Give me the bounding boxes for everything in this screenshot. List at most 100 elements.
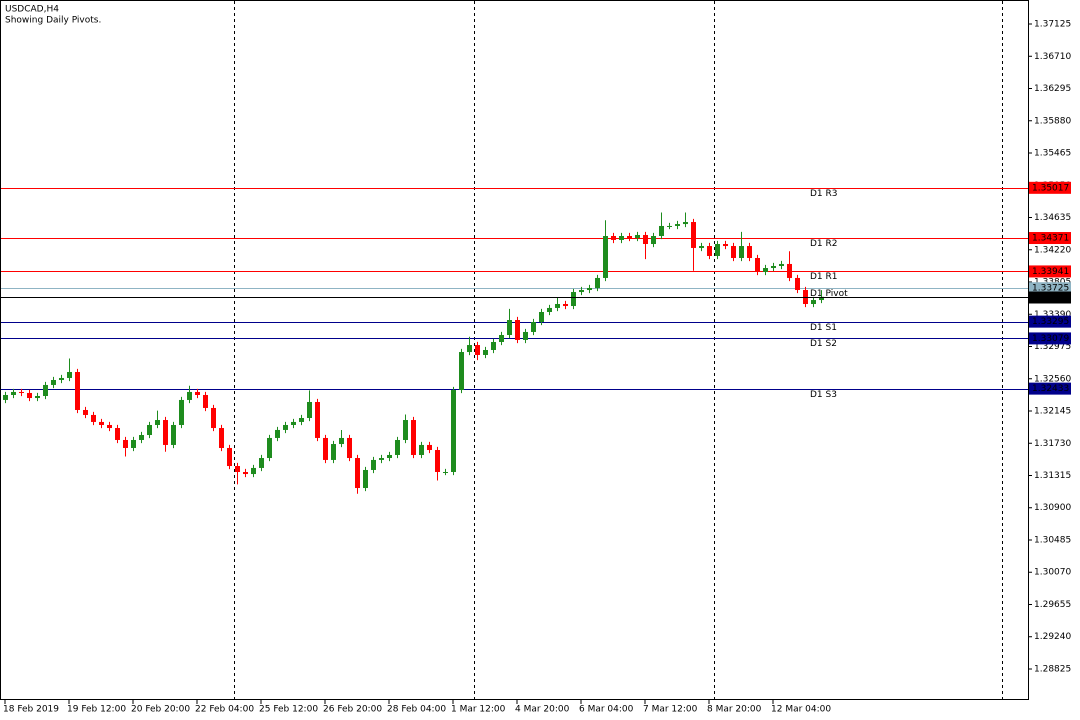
chart-subtitle: Showing Daily Pivots. bbox=[5, 16, 101, 26]
pivot-label: D1 S2 bbox=[810, 339, 837, 349]
candle-body bbox=[67, 371, 72, 378]
pivot-price-box bbox=[1029, 181, 1071, 194]
y-tick-label: 1.34635 bbox=[1034, 213, 1071, 223]
candle-body bbox=[3, 394, 8, 400]
pivot-label: D1 S1 bbox=[810, 323, 837, 333]
current-price-label: 1.33614 bbox=[1032, 293, 1069, 303]
candle-body bbox=[59, 377, 64, 380]
candle-body bbox=[739, 246, 744, 258]
candle-body bbox=[779, 263, 784, 266]
candle-body bbox=[363, 469, 368, 489]
x-tick-label: 7 Mar 12:00 bbox=[643, 705, 698, 715]
y-tick-label: 1.30485 bbox=[1034, 535, 1071, 545]
candle-body bbox=[123, 439, 128, 448]
pivot-label: D1 Pivot bbox=[810, 289, 848, 299]
candle-body bbox=[155, 420, 160, 425]
candle-body bbox=[283, 424, 288, 430]
x-tick-label: 4 Mar 20:00 bbox=[515, 705, 570, 715]
pivot-price-label: 1.34371 bbox=[1032, 234, 1069, 244]
candle-body bbox=[595, 277, 600, 288]
candle-body bbox=[491, 341, 496, 350]
candle-body bbox=[627, 236, 632, 239]
pivot-price-box bbox=[1029, 282, 1071, 295]
y-tick-label: 1.35465 bbox=[1034, 149, 1071, 159]
candle-body bbox=[163, 420, 168, 445]
candle-body bbox=[787, 263, 792, 278]
y-tick-label: 1.34220 bbox=[1034, 245, 1071, 255]
candle-body bbox=[411, 420, 416, 455]
x-tick-label: 18 Feb 2019 bbox=[3, 705, 59, 715]
candle-body bbox=[691, 222, 696, 248]
candle-body bbox=[91, 414, 96, 422]
pivot-price-label: 1.33941 bbox=[1032, 267, 1069, 277]
candle-body bbox=[467, 345, 472, 353]
candle-body bbox=[707, 246, 712, 256]
candle-body bbox=[395, 439, 400, 455]
candle-body bbox=[635, 234, 640, 239]
candle-body bbox=[83, 409, 88, 415]
y-tick-label: 1.31315 bbox=[1034, 471, 1071, 481]
candle-body bbox=[179, 399, 184, 425]
candle-body bbox=[219, 428, 224, 448]
candle-body bbox=[811, 300, 816, 304]
candle-body bbox=[539, 312, 544, 323]
candle-body bbox=[531, 322, 536, 332]
y-tick-label: 1.37125 bbox=[1034, 20, 1071, 30]
candle-body bbox=[763, 268, 768, 272]
pivot-price-box bbox=[1029, 382, 1071, 395]
candle-body bbox=[611, 236, 616, 240]
candle-body bbox=[499, 335, 504, 342]
pivot-price-label: 1.33079 bbox=[1032, 334, 1069, 344]
x-tick-label: 22 Feb 04:00 bbox=[195, 705, 254, 715]
y-tick-label: 1.32560 bbox=[1034, 374, 1071, 384]
candle-body bbox=[203, 394, 208, 408]
y-tick-label: 1.31730 bbox=[1034, 439, 1071, 449]
candle-body bbox=[795, 277, 800, 291]
candle-body bbox=[731, 246, 736, 258]
x-tick-label: 8 Mar 20:00 bbox=[707, 705, 762, 715]
x-tick-label: 28 Feb 04:00 bbox=[387, 705, 446, 715]
candle-body bbox=[651, 236, 656, 245]
candle-body bbox=[387, 454, 392, 459]
candle-body bbox=[235, 466, 240, 473]
candle-body bbox=[107, 424, 112, 429]
candle-body bbox=[819, 296, 824, 301]
y-tick-label: 1.30070 bbox=[1034, 568, 1071, 578]
candle-body bbox=[675, 224, 680, 226]
y-tick-label: 1.35880 bbox=[1034, 116, 1071, 126]
candle-body bbox=[355, 458, 360, 489]
pivot-price-label: 1.35017 bbox=[1032, 183, 1069, 193]
candle-body bbox=[379, 458, 384, 460]
candle-body bbox=[99, 421, 104, 425]
candle-body bbox=[131, 439, 136, 448]
candle-body bbox=[523, 331, 528, 340]
y-tick-label: 1.32145 bbox=[1034, 407, 1071, 417]
candle-body bbox=[403, 420, 408, 440]
y-tick-label: 1.28825 bbox=[1034, 664, 1071, 674]
candle-body bbox=[243, 472, 248, 475]
candle-body bbox=[579, 290, 584, 293]
chart-title: USDCAD,H4 bbox=[5, 5, 59, 15]
x-tick-label: 1 Mar 12:00 bbox=[451, 705, 506, 715]
candle-body bbox=[139, 435, 144, 440]
candle-body bbox=[187, 391, 192, 400]
pivot-price-box bbox=[1029, 265, 1071, 278]
y-tick-label: 1.32975 bbox=[1034, 342, 1071, 352]
candle-body bbox=[427, 444, 432, 451]
y-tick-label: 1.33390 bbox=[1034, 310, 1071, 320]
candle-body bbox=[323, 437, 328, 460]
candle-body bbox=[299, 417, 304, 422]
candle-body bbox=[699, 246, 704, 248]
candle-body bbox=[339, 437, 344, 445]
y-tick-label: 1.29655 bbox=[1034, 600, 1071, 610]
candle-body bbox=[547, 307, 552, 313]
x-tick-label: 19 Feb 12:00 bbox=[67, 705, 126, 715]
pivot-label: D1 S3 bbox=[810, 390, 837, 400]
x-tick-label: 12 Mar 04:00 bbox=[771, 705, 831, 715]
candle-body bbox=[35, 396, 40, 399]
candle-body bbox=[315, 401, 320, 438]
period-separators bbox=[234, 1, 1003, 699]
candle-body bbox=[195, 391, 200, 395]
candle-body bbox=[715, 244, 720, 256]
